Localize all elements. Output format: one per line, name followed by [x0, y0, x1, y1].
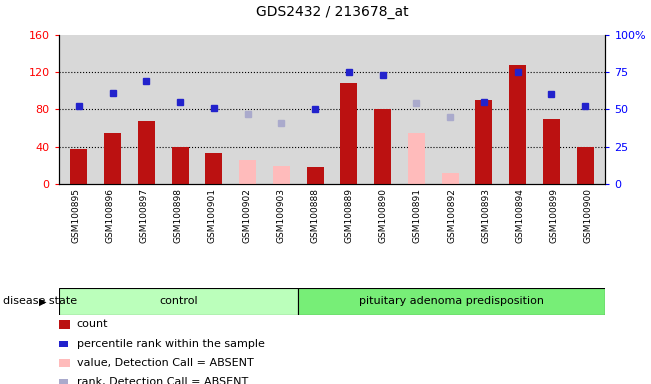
Text: ▶: ▶ — [38, 296, 46, 306]
Text: GSM100903: GSM100903 — [276, 188, 285, 243]
Bar — [509, 65, 526, 184]
Bar — [239, 160, 256, 184]
Text: GSM100888: GSM100888 — [311, 188, 320, 243]
Text: value, Detection Call = ABSENT: value, Detection Call = ABSENT — [77, 358, 254, 368]
Bar — [172, 147, 189, 184]
Bar — [206, 154, 222, 184]
Bar — [298, 288, 605, 315]
Text: GSM100901: GSM100901 — [208, 188, 217, 243]
Bar — [307, 167, 324, 184]
Bar — [408, 133, 425, 184]
Text: GSM100894: GSM100894 — [516, 188, 525, 243]
Bar — [59, 288, 298, 315]
Text: GSM100890: GSM100890 — [379, 188, 388, 243]
Bar — [273, 166, 290, 184]
Text: GSM100900: GSM100900 — [584, 188, 593, 243]
Text: GSM100897: GSM100897 — [139, 188, 148, 243]
Bar — [442, 173, 458, 184]
Text: GSM100891: GSM100891 — [413, 188, 422, 243]
Bar — [70, 149, 87, 184]
Text: GSM100899: GSM100899 — [549, 188, 559, 243]
Text: GSM100902: GSM100902 — [242, 188, 251, 243]
Text: percentile rank within the sample: percentile rank within the sample — [77, 339, 265, 349]
Bar — [577, 147, 594, 184]
Text: GSM100895: GSM100895 — [71, 188, 80, 243]
Bar — [374, 109, 391, 184]
Text: rank, Detection Call = ABSENT: rank, Detection Call = ABSENT — [77, 377, 248, 384]
Bar — [543, 119, 560, 184]
Text: GSM100892: GSM100892 — [447, 188, 456, 243]
Text: count: count — [77, 319, 108, 329]
Text: GDS2432 / 213678_at: GDS2432 / 213678_at — [256, 5, 408, 19]
Bar — [104, 133, 121, 184]
Text: GSM100889: GSM100889 — [344, 188, 353, 243]
Text: control: control — [159, 296, 197, 306]
Text: disease state: disease state — [3, 296, 77, 306]
Text: pituitary adenoma predisposition: pituitary adenoma predisposition — [359, 296, 544, 306]
Bar — [475, 100, 492, 184]
Text: GSM100896: GSM100896 — [105, 188, 115, 243]
Text: GSM100893: GSM100893 — [481, 188, 490, 243]
Bar — [340, 83, 357, 184]
Text: GSM100898: GSM100898 — [174, 188, 183, 243]
Bar — [138, 121, 155, 184]
